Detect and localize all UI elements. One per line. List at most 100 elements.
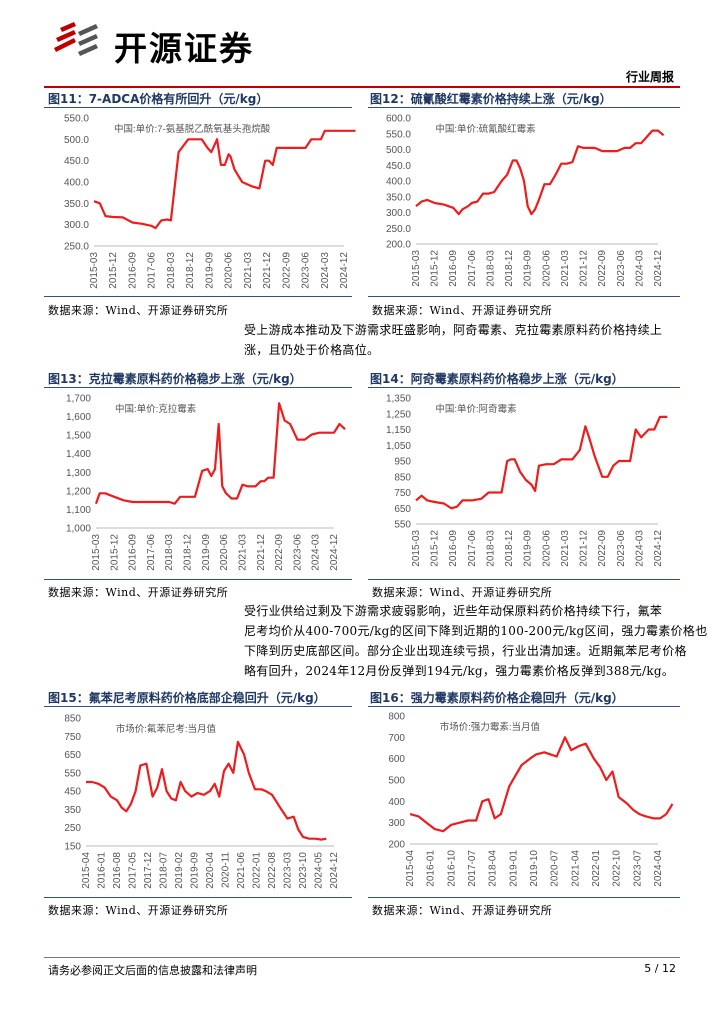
x-tick-label: 2020-06	[541, 250, 552, 287]
x-tick-label: 2022-01	[252, 852, 263, 889]
legend-label: 中国:单价:阿奇霉素	[435, 403, 517, 415]
figure-rule	[368, 897, 680, 898]
x-tick-label: 2016-01	[426, 850, 437, 887]
x-tick-label: 2018-12	[504, 530, 515, 567]
series-line	[94, 402, 346, 505]
x-tick-label: 2018-12	[183, 534, 194, 571]
x-tick-label: 2020-07	[550, 850, 561, 887]
figure-source: 数据来源：Wind、开源证券研究所	[372, 304, 553, 317]
figure-title: 图12：硫氰酸红霉素价格持续上涨（元/kg）	[370, 92, 612, 106]
y-tick-label: 1,700	[66, 394, 91, 405]
y-tick-label: 500.0	[64, 135, 89, 146]
paragraph-line: 下降到历史底部区间。部分企业出现连续亏损，行业出清加速。近期氟苯尼考价格	[244, 644, 687, 658]
y-tick-label: 1,400	[66, 449, 91, 460]
chart-doxycycline: 800 700 600 500 400 300 200 2015-04 2016-01 2016-…	[368, 710, 680, 894]
y-tick-label: 800	[388, 712, 405, 723]
x-tick-label: 2020-11	[221, 852, 232, 888]
y-tick-label: 250.0	[64, 242, 89, 253]
y-tick-label: 300	[388, 818, 405, 829]
x-tick-label: 2023-06	[616, 530, 627, 567]
y-tick-label: 150	[64, 842, 81, 853]
x-tick-label: 2015-03	[91, 534, 102, 571]
x-tick-label: 2023-06	[292, 534, 303, 571]
figure-rule	[368, 706, 680, 707]
figure-rule	[44, 579, 352, 580]
figure-title: 图16：强力霉素原料药价格企稳回升（元/kg）	[370, 691, 624, 705]
legend-label: 市场价:强力霉素:当月值	[440, 721, 541, 733]
x-tick-label: 2021-04	[570, 850, 581, 887]
x-tick-label: 2022-09	[597, 530, 608, 567]
y-tick-label: 1,100	[66, 505, 91, 516]
x-tick-label: 2020-06	[219, 534, 230, 571]
x-tick-label: 2024-12	[339, 252, 350, 289]
y-tick-label: 450	[64, 787, 81, 798]
y-tick-label: 300.0	[386, 208, 411, 219]
y-tick-label: 1,200	[66, 486, 91, 497]
figure-source: 数据来源：Wind、开源证券研究所	[48, 586, 229, 599]
x-tick-label: 2016-01	[97, 852, 108, 889]
x-tick-label: 2015-03	[89, 252, 100, 289]
report-type: 行业周报	[625, 70, 674, 84]
y-tick-label: 750	[394, 488, 411, 499]
x-tick-label: 2024-12	[329, 852, 340, 889]
y-tick-label: 400.0	[386, 177, 411, 188]
y-tick-label: 350	[64, 805, 81, 816]
x-tick-label: 2021-03	[560, 250, 571, 287]
figure-rule	[368, 387, 680, 388]
x-tick-label: 2023-03	[283, 852, 294, 889]
x-tick-label: 2019-09	[190, 852, 201, 889]
y-tick-label: 850	[394, 472, 411, 483]
footer-divider	[44, 957, 680, 958]
x-tick-label: 2015-12	[430, 250, 441, 287]
x-tick-label: 2016-08	[112, 852, 123, 889]
y-tick-label: 600.0	[386, 114, 411, 125]
x-tick-label: 2017-07	[467, 850, 478, 887]
x-tick-label: 2023-06	[301, 252, 312, 289]
paragraph-line: 受上游成本推动及下游需求旺盛影响，阿奇霉素、克拉霉素原料药价格持续上	[244, 323, 663, 337]
y-tick-label: 500	[388, 776, 405, 787]
y-tick-label: 1,150	[386, 425, 411, 436]
y-tick-label: 400.0	[64, 178, 89, 189]
y-tick-label: 700	[388, 733, 405, 744]
y-tick-label: 350.0	[64, 199, 89, 210]
x-tick-label: 2016-09	[448, 530, 459, 567]
series-line	[415, 415, 668, 510]
y-tick-label: 450.0	[386, 161, 411, 172]
figure-title: 图13：克拉霉素原料药价格稳步上涨（元/kg）	[48, 372, 302, 386]
x-tick-label: 2024-05	[314, 852, 325, 889]
brand-name: 开源证券	[114, 29, 254, 68]
x-tick-label: 2018-03	[164, 534, 175, 571]
x-tick-label: 2018-04	[488, 850, 499, 887]
x-tick-label: 2018-07	[159, 852, 170, 889]
x-tick-label: 2019-09	[523, 250, 534, 287]
x-tick-label: 2015-04	[405, 850, 416, 887]
x-tick-label: 2015-03	[411, 530, 422, 567]
y-tick-label: 1,050	[386, 441, 411, 452]
y-tick-label: 950	[394, 457, 411, 468]
y-tick-label: 250	[64, 823, 81, 834]
y-tick-label: 1,300	[66, 468, 91, 479]
x-tick-label: 2016-09	[127, 252, 138, 289]
chart-svg: 1,3501,2501,1501,0509508507506505502015-…	[386, 394, 668, 567]
figure-title: 图15：氟苯尼考原料药价格底部企稳回升（元/kg）	[48, 691, 326, 705]
y-tick-label: 750	[64, 732, 81, 743]
paragraph-line: 涨，且仍处于价格高位。	[244, 343, 380, 357]
chart-svg: 1,700 1,600 1,500 1,400 1,300 1,200 1,100 1,000…	[66, 394, 346, 571]
x-tick-label: 2024-12	[653, 250, 664, 287]
figure-rule	[44, 706, 352, 707]
series-line	[415, 129, 665, 216]
y-tick-label: 450.0	[64, 156, 89, 167]
x-tick-label: 2023-10	[298, 852, 309, 889]
chart-clarithromycin: 1,700 1,600 1,500 1,400 1,300 1,200 1,100 1,000…	[44, 390, 354, 574]
x-tick-label: 2022-09	[597, 250, 608, 287]
y-tick-label: 1,350	[386, 394, 411, 405]
x-tick-label: 2024-03	[311, 534, 322, 571]
x-tick-label: 2021-06	[236, 852, 247, 889]
x-tick-label: 2024-03	[634, 250, 645, 287]
y-tick-label: 650	[394, 504, 411, 515]
x-tick-label: 2022-01	[591, 850, 602, 887]
y-tick-label: 600	[388, 754, 405, 765]
x-tick-label: 2020-06	[224, 252, 235, 289]
x-tick-label: 2021-03	[243, 252, 254, 289]
brand-logo-icon	[54, 22, 98, 56]
